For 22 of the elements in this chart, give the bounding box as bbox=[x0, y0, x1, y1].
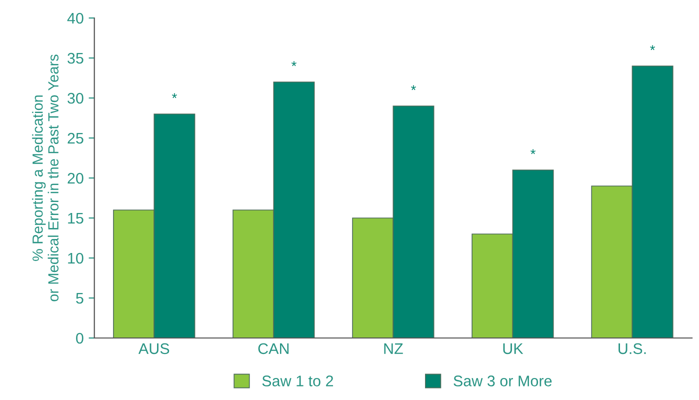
y-tick-label: 40 bbox=[67, 12, 84, 24]
annotation: * bbox=[292, 61, 296, 66]
legend-label: Saw 1 to 2 bbox=[262, 376, 334, 386]
y-tick-label: 5 bbox=[76, 293, 84, 304]
annotation: * bbox=[411, 85, 416, 90]
x-tick-label: U.S. bbox=[618, 343, 646, 354]
y-tick-label: 35 bbox=[68, 52, 84, 64]
annotation: * bbox=[530, 149, 536, 154]
y-tick-label: 25 bbox=[68, 132, 84, 144]
x-tick-label: CAN bbox=[258, 343, 289, 354]
annotation: * bbox=[650, 45, 656, 50]
y-axis-title: % Reporting a Medication or Medical Error in the Past Two Years bbox=[32, 54, 59, 302]
x-tick-label: UK bbox=[503, 343, 524, 354]
x-tick-label: AUS bbox=[138, 343, 170, 354]
annotation: * bbox=[172, 93, 177, 98]
y-tick-label: 0 bbox=[76, 332, 84, 344]
legend-label: Saw 3 or More bbox=[454, 376, 552, 386]
y-tick-label: 20 bbox=[68, 172, 84, 184]
y-tick-label: 30 bbox=[68, 92, 84, 104]
x-tick-label: NZ bbox=[384, 343, 403, 354]
y-tick-label: 10 bbox=[68, 252, 84, 264]
y-tick-label: 15 bbox=[68, 213, 84, 224]
